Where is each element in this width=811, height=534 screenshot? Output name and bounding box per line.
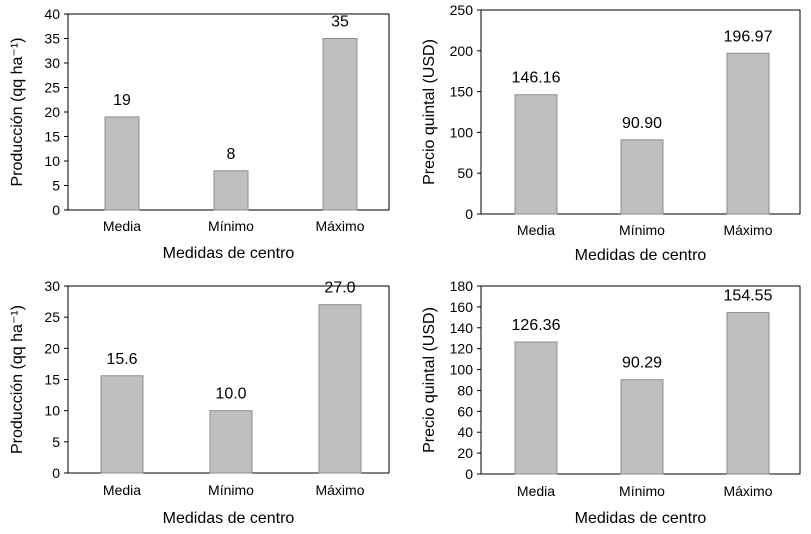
y-tick-label: 200 (450, 43, 474, 59)
bar-media (100, 375, 144, 474)
data-label: 196.97 (724, 28, 773, 45)
x-category-label: Media (103, 482, 141, 498)
x-category-label: Máximo (315, 482, 364, 498)
y-axis-title: Producción (qq ha⁻¹) (9, 38, 26, 187)
y-tick-label: 140 (450, 320, 474, 336)
bar-máximo (322, 38, 358, 211)
y-tick-label: 25 (44, 80, 60, 96)
y-tick-label: 180 (450, 278, 474, 294)
y-tick-label: 100 (450, 124, 474, 140)
x-category-label: Máximo (723, 222, 772, 238)
y-tick-label: 10 (44, 403, 60, 419)
bar-máximo (726, 312, 770, 475)
data-label: 10.0 (215, 386, 246, 403)
y-tick-label: 60 (457, 403, 473, 419)
y-tick-label: 5 (52, 178, 60, 194)
y-tick-label: 160 (450, 299, 474, 315)
y-tick-label: 120 (450, 341, 474, 357)
bar-mínimo (620, 139, 664, 215)
data-label: 8 (227, 146, 236, 163)
x-axis-title: Medidas de centro (163, 510, 295, 527)
x-category-label: Máximo (723, 483, 772, 499)
bar-media (514, 341, 558, 475)
bar-media (104, 116, 140, 211)
chart-panel-2: 0 50 100 150 200 250 146.16 Media 90.90 Mínimo 196… (421, 2, 801, 264)
data-label: 27.0 (324, 280, 355, 297)
y-tick-label: 0 (52, 465, 60, 481)
data-label: 35 (331, 14, 349, 31)
y-tick-label: 0 (465, 466, 473, 482)
bar-mínimo (620, 379, 664, 475)
y-tick-label: 25 (44, 309, 60, 325)
y-axis-title: Precio quintal (USD) (421, 307, 438, 453)
x-axis-title: Medidas de centro (163, 245, 295, 262)
data-label: 19 (113, 92, 131, 109)
x-category-label: Mínimo (619, 222, 665, 238)
x-category-label: Mínimo (619, 483, 665, 499)
x-category-label: Media (517, 222, 555, 238)
y-tick-label: 20 (44, 340, 60, 356)
y-tick-label: 40 (457, 424, 473, 440)
y-tick-label: 100 (450, 362, 474, 378)
data-label: 90.90 (622, 115, 662, 132)
data-label: 146.16 (512, 70, 561, 87)
data-label: 126.36 (512, 317, 561, 334)
y-axis-title: Precio quintal (USD) (421, 39, 438, 185)
x-category-label: Máximo (315, 218, 364, 234)
y-tick-label: 35 (44, 31, 60, 47)
y-tick-label: 30 (44, 278, 60, 294)
y-tick-label: 250 (450, 2, 474, 18)
x-category-label: Mínimo (208, 482, 254, 498)
data-label: 154.55 (724, 288, 773, 305)
x-category-label: Media (103, 218, 141, 234)
bar-mínimo (213, 170, 249, 211)
chart-panel-4: 0 20 40 60 80 100 120 140 160 180 126.36 Media 90.29… (421, 278, 801, 527)
y-axis-title: Producción (qq ha⁻¹) (9, 305, 26, 454)
x-axis-title: Medidas de centro (575, 510, 707, 527)
x-axis-title: Medidas de centro (575, 247, 707, 264)
y-tick-label: 15 (44, 372, 60, 388)
y-tick-label: 10 (44, 153, 60, 169)
bar-máximo (318, 304, 362, 474)
y-tick-label: 20 (457, 445, 473, 461)
y-tick-label: 150 (450, 84, 474, 100)
data-label: 90.29 (622, 355, 662, 372)
y-tick-label: 80 (457, 382, 473, 398)
y-tick-label: 20 (44, 104, 60, 120)
y-tick-label: 15 (44, 129, 60, 145)
bar-máximo (726, 52, 770, 215)
chart-panel-3: 0 5 10 15 20 25 30 15.6 Media 10.0 Mínimo 27.0 Máxim… (9, 278, 390, 527)
y-tick-label: 0 (465, 206, 473, 222)
data-label: 15.6 (106, 351, 137, 368)
bar-media (514, 94, 558, 215)
y-tick-label: 5 (52, 434, 60, 450)
y-tick-label: 30 (44, 55, 60, 71)
y-tick-label: 50 (457, 165, 473, 181)
y-tick-label: 0 (52, 202, 60, 218)
x-category-label: Media (517, 483, 555, 499)
y-tick-label: 40 (44, 6, 60, 22)
bar-mínimo (209, 410, 253, 474)
x-category-label: Mínimo (208, 218, 254, 234)
chart-panel-1: 0 5 10 15 20 25 30 35 40 19 Media 8 Mínimo 35 Máximo Me… (9, 6, 390, 262)
